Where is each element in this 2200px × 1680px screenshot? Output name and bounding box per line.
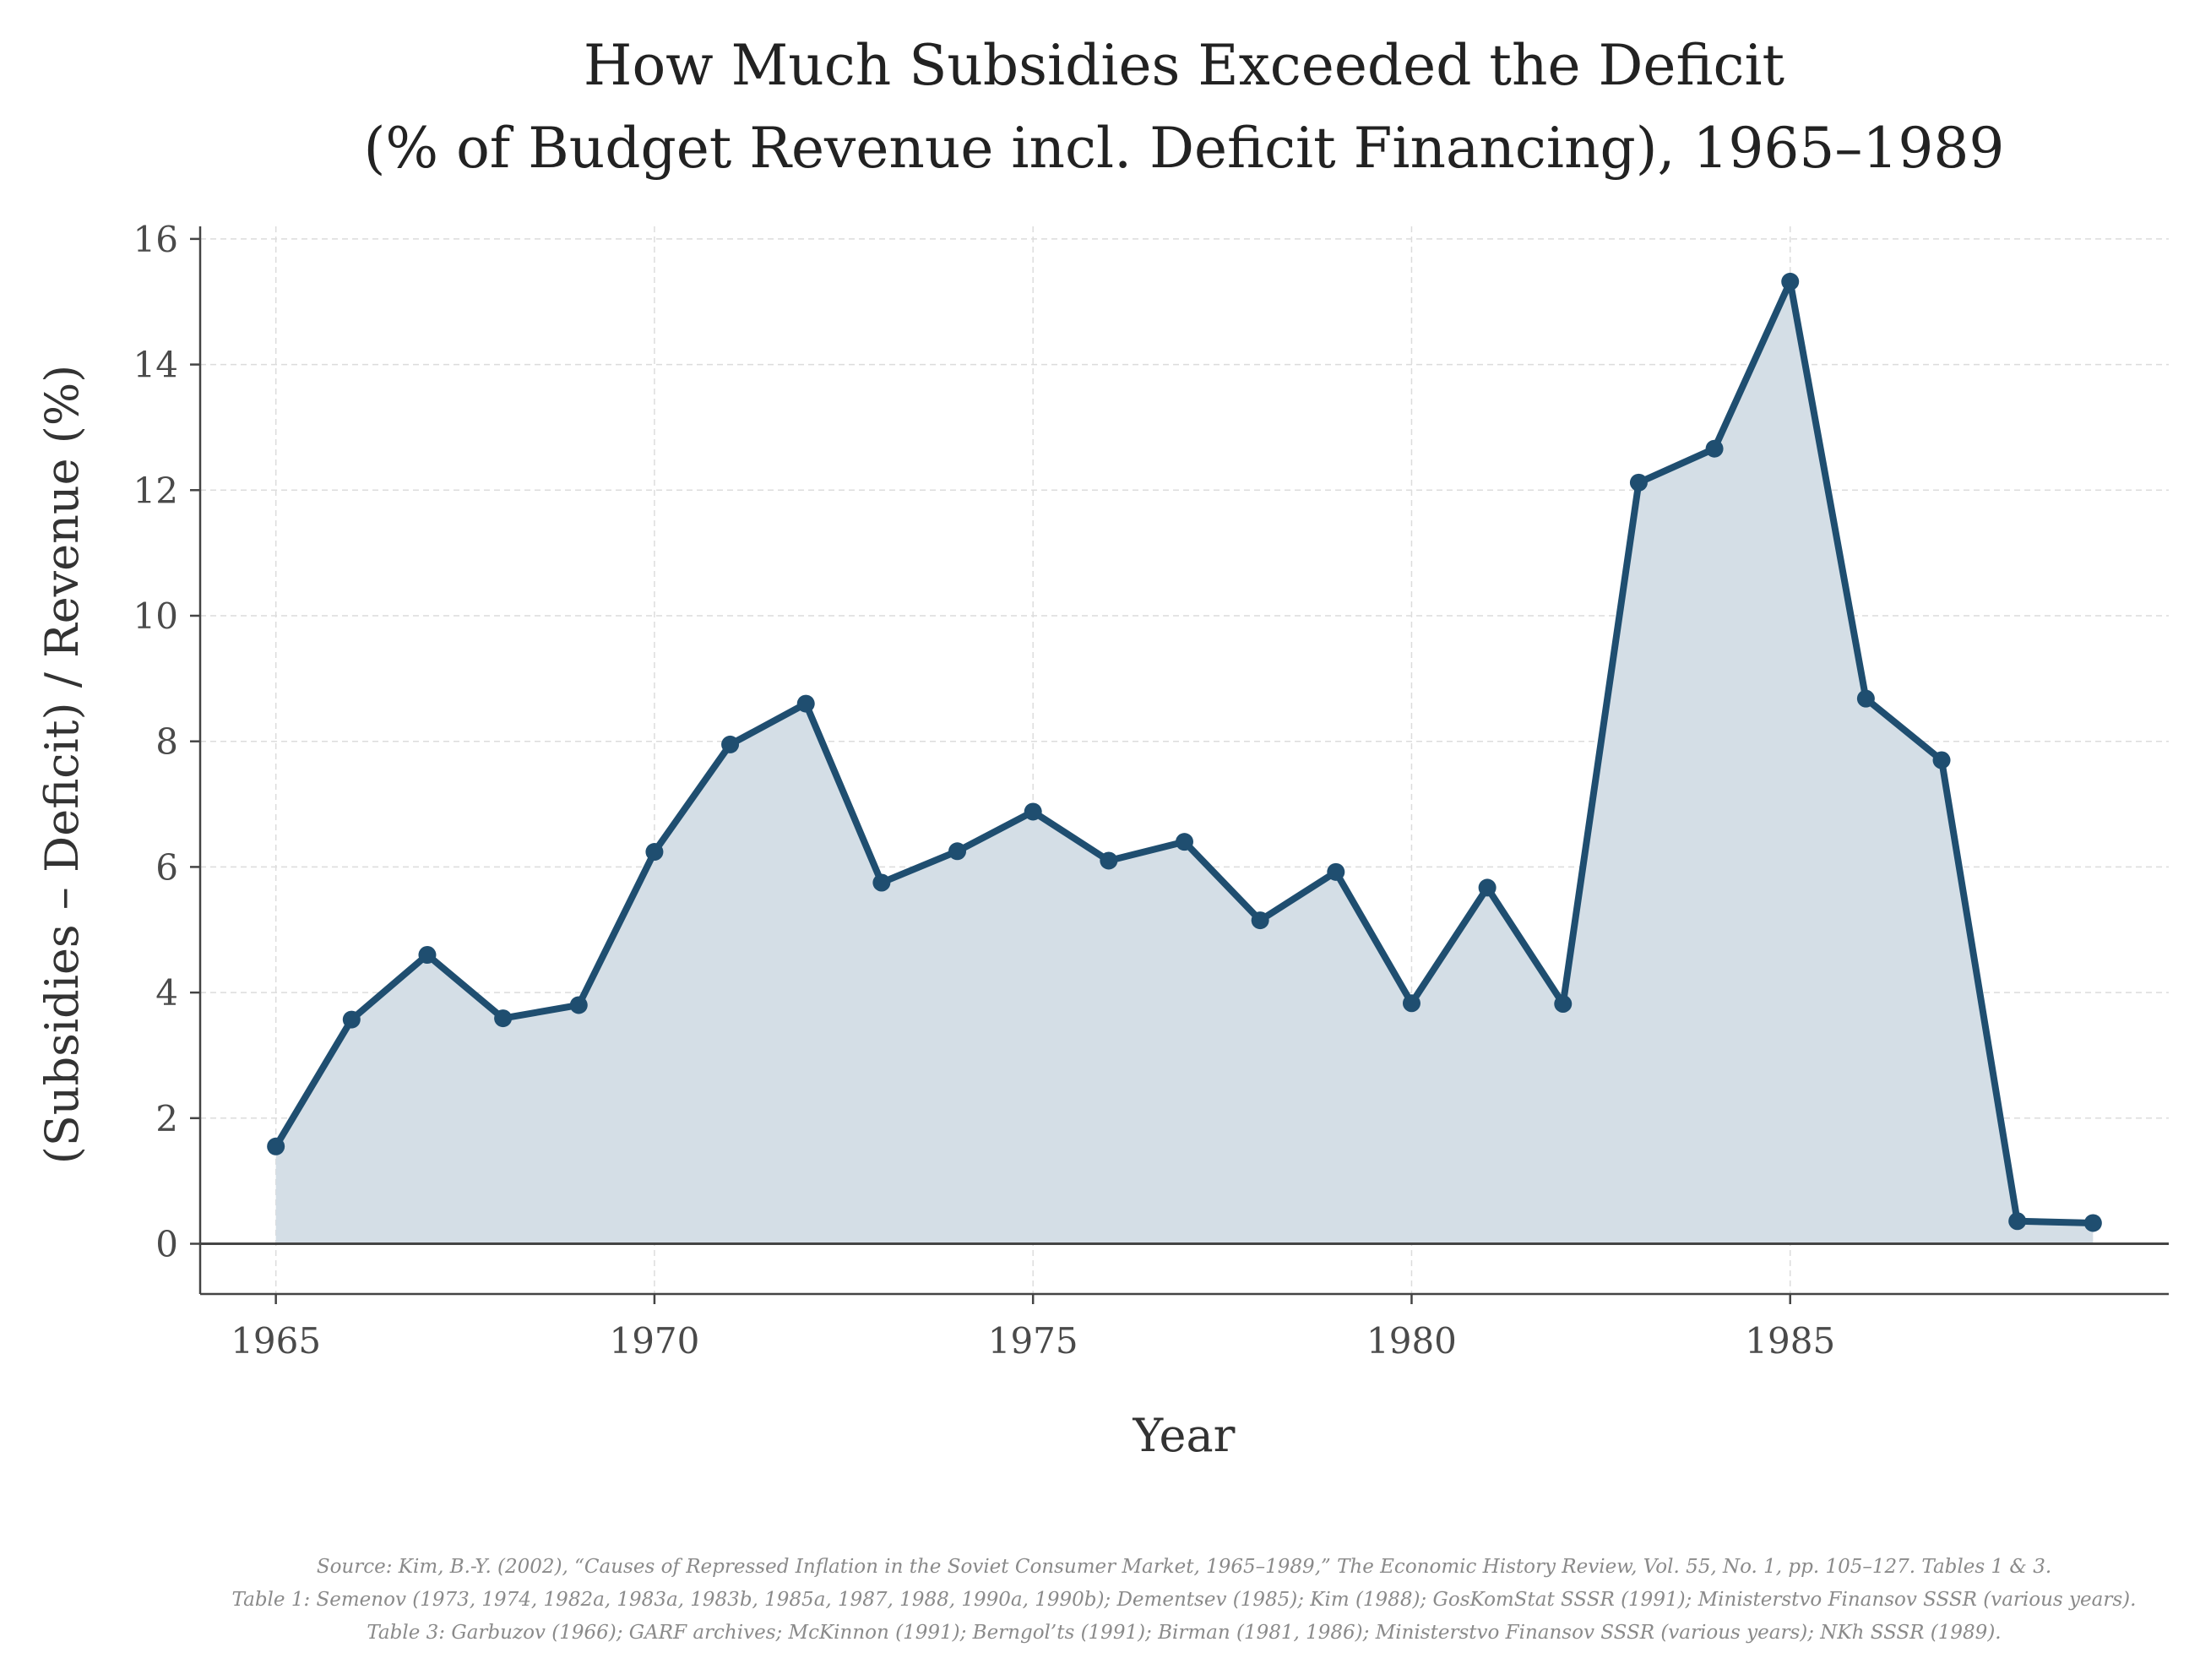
x-tick-label: 1975	[988, 1320, 1078, 1362]
x-axis-ticks: 1965 1970 1975 1980 1985	[231, 1294, 1835, 1362]
y-tick-label: 0	[155, 1224, 178, 1265]
data-point	[796, 694, 815, 713]
y-axis-label: (Subsidies – Deficit) / Revenue (%)	[35, 365, 89, 1165]
data-point	[1932, 751, 1951, 769]
data-point	[1100, 851, 1118, 870]
data-point	[2008, 1212, 2027, 1231]
x-tick-label: 1970	[609, 1320, 699, 1362]
chart-title: How Much Subsidies Exceeded the Deficit …	[364, 33, 2005, 181]
source-line-2: Table 1: Semenov (1973, 1974, 1982a, 198…	[232, 1589, 2137, 1611]
y-tick-label: 14	[133, 345, 178, 386]
x-tick-label: 1985	[1745, 1320, 1835, 1362]
data-point	[948, 842, 967, 861]
data-point	[1856, 689, 1875, 708]
y-tick-label: 10	[133, 595, 178, 637]
source-line-1: Source: Kim, B.-Y. (2002), “Causes of Re…	[317, 1556, 2051, 1578]
data-point	[1705, 439, 1724, 458]
data-point	[721, 735, 740, 753]
data-point	[418, 945, 437, 964]
y-tick-label: 2	[155, 1098, 178, 1139]
source-line-3: Table 3: Garbuzov (1966); GARF archives;…	[367, 1622, 2001, 1644]
y-tick-label: 16	[133, 219, 178, 260]
source-note: Source: Kim, B.-Y. (2002), “Causes of Re…	[232, 1556, 2137, 1644]
data-point	[1478, 878, 1497, 897]
data-point	[1402, 994, 1420, 1013]
data-point	[1554, 994, 1573, 1013]
series-area-fill	[275, 281, 2094, 1244]
y-tick-label: 8	[155, 721, 178, 763]
data-point	[1629, 473, 1648, 492]
series-points	[267, 272, 2102, 1232]
data-point	[1251, 911, 1269, 930]
data-point	[872, 873, 891, 892]
data-point	[1176, 833, 1193, 851]
data-point	[569, 996, 588, 1014]
data-point	[267, 1137, 285, 1155]
y-tick-label: 12	[133, 470, 178, 511]
x-axis-label: Year	[1133, 1409, 1236, 1462]
y-axis-ticks: 0 2 4 6 8 10 12 14 16	[133, 219, 200, 1265]
data-point	[494, 1009, 513, 1028]
data-point	[342, 1010, 361, 1029]
x-tick-label: 1965	[231, 1320, 321, 1362]
chart-title-line-2: (% of Budget Revenue incl. Deficit Finan…	[364, 116, 2005, 181]
y-tick-label: 6	[155, 846, 178, 888]
axes	[198, 226, 2169, 1296]
data-point	[645, 843, 664, 862]
data-point	[1327, 862, 1345, 881]
x-tick-label: 1980	[1366, 1320, 1457, 1362]
data-point	[1024, 802, 1042, 821]
chart-title-line-1: How Much Subsidies Exceeded the Deficit	[584, 33, 1784, 98]
data-point	[1781, 272, 1800, 291]
data-point	[2083, 1214, 2102, 1232]
y-tick-label: 4	[155, 972, 178, 1014]
